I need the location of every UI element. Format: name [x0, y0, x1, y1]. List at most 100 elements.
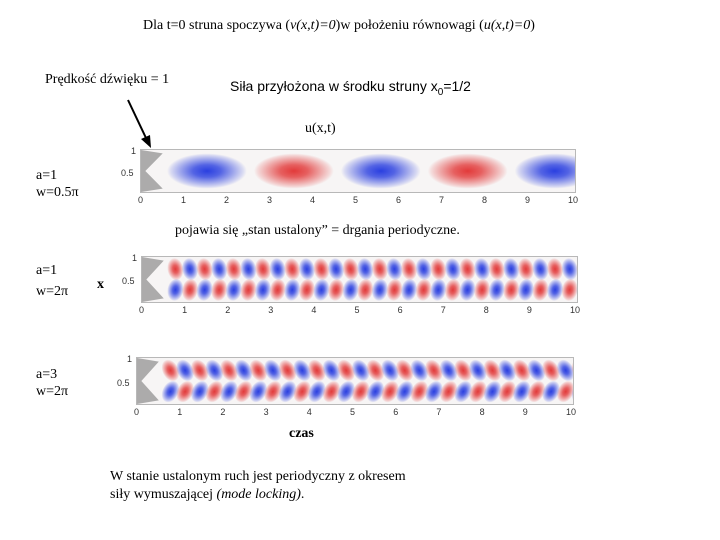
x-tick-label: 9 — [525, 195, 531, 205]
x-tick-label: 8 — [479, 407, 485, 417]
force-sub: 0 — [437, 86, 444, 98]
positive-lobe — [220, 359, 238, 382]
positive-lobe — [351, 380, 370, 403]
u-label: u(x,t) — [305, 121, 336, 136]
positive-lobe — [542, 359, 560, 382]
x-tick-label: 8 — [482, 195, 488, 205]
x-tick-label: 10 — [568, 195, 579, 205]
positive-lobe — [196, 257, 213, 281]
conclusion-line-2: siły wymuszającej (mode locking). — [110, 487, 304, 503]
x-tick-label: 2 — [225, 305, 231, 315]
negative-lobe — [220, 380, 238, 403]
y-tick-label: 1 — [132, 253, 138, 263]
positive-lobe — [284, 257, 301, 281]
negative-lobe — [298, 257, 315, 281]
negative-lobe — [454, 380, 473, 403]
positive-lobe — [556, 380, 573, 403]
steady-state-note: pojawia się „stan ustalony” = drgania pe… — [175, 223, 460, 238]
negative-lobe — [269, 257, 286, 281]
positive-lobe — [278, 359, 297, 382]
positive-lobe — [240, 278, 257, 302]
panel-2-param-a: a=1 — [36, 263, 58, 278]
title-suffix: ) — [530, 18, 535, 33]
x-tick-label: 10 — [566, 407, 577, 417]
x-tick-label: 4 — [311, 305, 317, 315]
title-mid: )w położeniu równowagi ( — [335, 18, 484, 33]
panel-2-param-w: w=2π — [36, 284, 69, 299]
positive-lobe — [176, 380, 195, 403]
negative-lobe — [514, 153, 575, 189]
x-tick-label: 3 — [267, 195, 273, 205]
positive-lobe — [473, 278, 491, 302]
negative-lobe — [225, 278, 242, 302]
positive-lobe — [298, 278, 315, 302]
positive-lobe — [293, 380, 312, 403]
x-tick-label: 2 — [220, 407, 226, 417]
positive-lobe — [527, 380, 546, 403]
conclusion-italic: (mode locking) — [216, 487, 301, 502]
negative-lobe — [366, 380, 385, 403]
positive-lobe — [181, 278, 199, 302]
positive-lobe — [459, 257, 476, 281]
panel-1-param-a: a=1 — [36, 168, 58, 183]
negative-lobe — [190, 380, 209, 403]
positive-lobe — [427, 153, 508, 189]
x-tick-label: 9 — [526, 305, 532, 315]
negative-lobe — [410, 359, 429, 382]
positive-lobe — [546, 257, 564, 281]
positive-lobe — [444, 278, 462, 302]
negative-lobe — [395, 380, 414, 403]
negative-lobe — [468, 359, 487, 382]
positive-lobe — [253, 153, 334, 189]
x-tick-label: 0 — [139, 305, 145, 315]
positive-lobe — [313, 257, 330, 281]
positive-lobe — [517, 257, 535, 281]
negative-lobe — [556, 359, 573, 382]
force-tail: =1/2 — [443, 78, 471, 94]
positive-lobe — [395, 359, 414, 382]
negative-lobe — [340, 153, 421, 189]
panel-1-param-w: w=0.5π — [36, 185, 79, 200]
x-tick-label: 1 — [177, 407, 183, 417]
heatmap-panel-3 — [136, 357, 574, 405]
x-tick-label: 6 — [396, 195, 402, 205]
positive-lobe — [322, 380, 341, 403]
x-tick-label: 8 — [483, 305, 489, 315]
panel-3-param-a: a=3 — [36, 367, 58, 382]
negative-lobe — [322, 359, 341, 382]
positive-lobe — [211, 278, 228, 302]
y-tick-label: 0.5 — [117, 377, 130, 388]
x-tick-label: 7 — [439, 195, 445, 205]
positive-lobe — [512, 359, 531, 382]
negative-lobe — [381, 359, 399, 382]
positive-lobe — [386, 278, 403, 302]
positive-lobe — [342, 257, 359, 281]
negative-lobe — [561, 257, 577, 281]
negative-lobe — [439, 359, 458, 382]
positive-lobe — [161, 359, 180, 382]
negative-lobe — [211, 257, 228, 281]
positive-lobe — [205, 380, 224, 403]
positive-lobe — [327, 278, 345, 302]
positive-lobe — [430, 257, 447, 281]
y-tick-label: 0.5 — [122, 276, 135, 287]
positive-lobe — [264, 380, 282, 403]
conclusion-suffix: . — [300, 487, 305, 502]
x-tick-label: 4 — [310, 195, 316, 205]
negative-lobe — [161, 380, 180, 403]
negative-lobe — [488, 278, 505, 302]
positive-lobe — [410, 380, 429, 403]
negative-lobe — [357, 257, 374, 281]
positive-lobe — [400, 257, 418, 281]
positive-lobe — [307, 359, 326, 382]
heatmap-panel-1 — [140, 149, 576, 193]
heatmap-svg-3 — [137, 358, 573, 404]
negative-lobe — [532, 257, 549, 281]
x-tick-label: 10 — [570, 305, 581, 315]
y-tick-label: 1 — [127, 354, 133, 364]
x-tick-label: 5 — [350, 407, 356, 417]
x-tick-label: 5 — [354, 305, 360, 315]
negative-lobe — [386, 257, 403, 281]
positive-lobe — [425, 359, 443, 382]
positive-lobe — [167, 257, 184, 281]
